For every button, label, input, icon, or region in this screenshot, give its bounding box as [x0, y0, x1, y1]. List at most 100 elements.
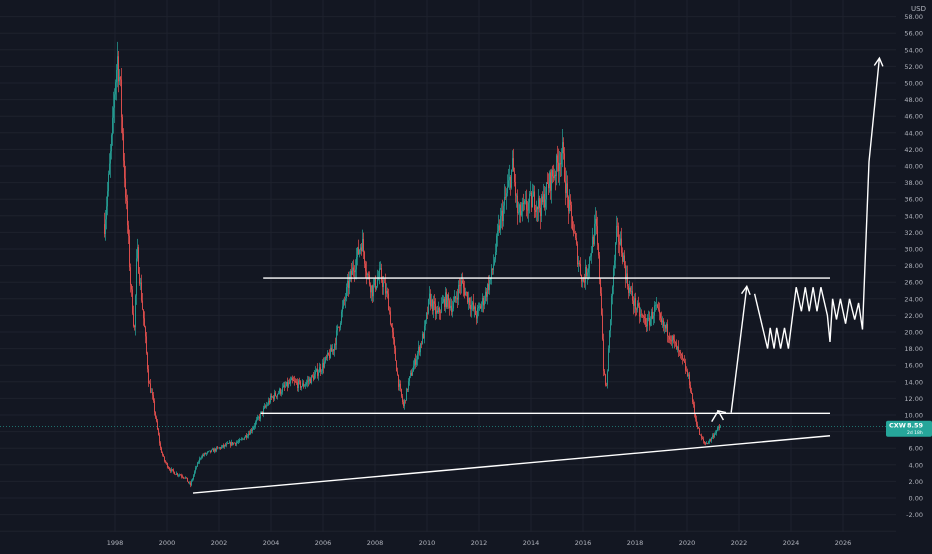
projection-up-leg[interactable] — [730, 286, 748, 413]
candle-body — [130, 267, 131, 285]
candle-body — [650, 318, 651, 326]
candle-body — [278, 393, 279, 395]
candle-body — [701, 435, 702, 438]
candle-body — [483, 297, 484, 306]
candle-body — [401, 388, 402, 397]
candle-body — [670, 339, 671, 341]
candle-body — [651, 311, 652, 319]
candle-body — [151, 392, 152, 393]
candle-body — [351, 270, 352, 275]
candle-body — [290, 380, 291, 384]
support-trendline[interactable] — [192, 435, 831, 494]
candle-body — [563, 142, 564, 154]
candle-body — [432, 299, 433, 311]
price-tick-label: 14.00 — [904, 378, 923, 386]
candle-body — [468, 297, 469, 303]
projection-final-arrowhead[interactable] — [873, 56, 884, 67]
candle-body — [491, 268, 492, 278]
candle-body — [681, 353, 682, 356]
candle-body — [216, 447, 217, 451]
candle-body — [521, 211, 522, 216]
candle-body — [711, 437, 712, 441]
candle-body — [671, 340, 672, 342]
candle-body — [603, 339, 604, 371]
candle-body — [195, 467, 196, 472]
price-axis-labels: 58.00 56.00 54.00 52.00 50.00 48.00 46.00 44.00… — [904, 13, 923, 519]
time-tick-label: 2018 — [627, 539, 644, 547]
candle-body — [414, 359, 415, 366]
candle-body — [292, 378, 293, 381]
candle-body — [217, 447, 218, 449]
candle-body — [560, 163, 561, 165]
candle-body — [545, 199, 546, 208]
candle-body — [210, 450, 211, 452]
candle-body — [593, 236, 594, 245]
candle-body — [395, 347, 396, 361]
candle-body — [264, 406, 265, 409]
candle-body — [234, 442, 235, 444]
candle-body — [559, 163, 560, 172]
candle-body — [604, 370, 605, 375]
price-tick-label: 26.00 — [904, 279, 923, 287]
candle-body — [139, 273, 140, 284]
candle-body — [331, 347, 332, 352]
candle-body — [248, 433, 249, 437]
candle-body — [427, 313, 428, 314]
candle-body — [599, 255, 600, 280]
candle-body — [705, 443, 706, 445]
candle-body — [437, 310, 438, 313]
candle-body — [574, 232, 575, 234]
candle-body — [138, 247, 139, 274]
candle-body — [549, 172, 550, 189]
candle-body — [473, 302, 474, 310]
candle-body — [499, 225, 500, 231]
projection-zigzag[interactable] — [753, 58, 881, 349]
candle-body — [347, 281, 348, 288]
time-tick-label: 2024 — [783, 539, 800, 547]
projection-small-arrowhead[interactable] — [716, 409, 727, 421]
candle-body — [636, 309, 637, 310]
candle-body — [121, 79, 122, 118]
time-tick-label: 2020 — [679, 539, 696, 547]
ticker-label: CXW — [889, 422, 906, 430]
candle-body — [667, 324, 668, 336]
candle-body — [440, 312, 441, 314]
candle-body — [375, 279, 376, 289]
candle-body — [314, 374, 315, 380]
candle-body — [539, 198, 540, 208]
candle-body — [542, 196, 543, 203]
time-axis-panel[interactable] — [0, 532, 932, 550]
candle-body — [301, 386, 302, 388]
candle-body — [112, 117, 113, 136]
price-axis-panel[interactable] — [896, 0, 932, 532]
candle-body — [170, 469, 171, 472]
candle-body — [698, 426, 699, 429]
time-tick-label: 2022 — [731, 539, 748, 547]
candle-body — [192, 479, 193, 481]
candle-body — [486, 291, 487, 297]
candle-body — [548, 183, 549, 189]
candle-body — [165, 461, 166, 463]
projection-up-arrowhead[interactable] — [740, 284, 751, 295]
candle-body — [154, 401, 155, 413]
candle-body — [646, 324, 647, 327]
candle-body — [716, 430, 717, 434]
candle-body — [570, 199, 571, 206]
candle-body — [320, 367, 321, 372]
candle-body — [449, 300, 450, 309]
candle-body — [309, 378, 310, 382]
candle-body — [231, 442, 232, 446]
drawings[interactable] — [0, 56, 896, 494]
time-tick-label: 2000 — [159, 539, 176, 547]
candle-body — [489, 280, 490, 291]
candle-body — [413, 365, 414, 372]
projection-small-arrow-shaft[interactable] — [711, 410, 719, 423]
price-tick-label: 16.00 — [904, 362, 923, 370]
candle-body — [117, 56, 118, 70]
candle-body — [608, 348, 609, 372]
candle-body — [564, 153, 565, 182]
candle-body — [250, 430, 251, 435]
candle-body — [237, 442, 238, 443]
